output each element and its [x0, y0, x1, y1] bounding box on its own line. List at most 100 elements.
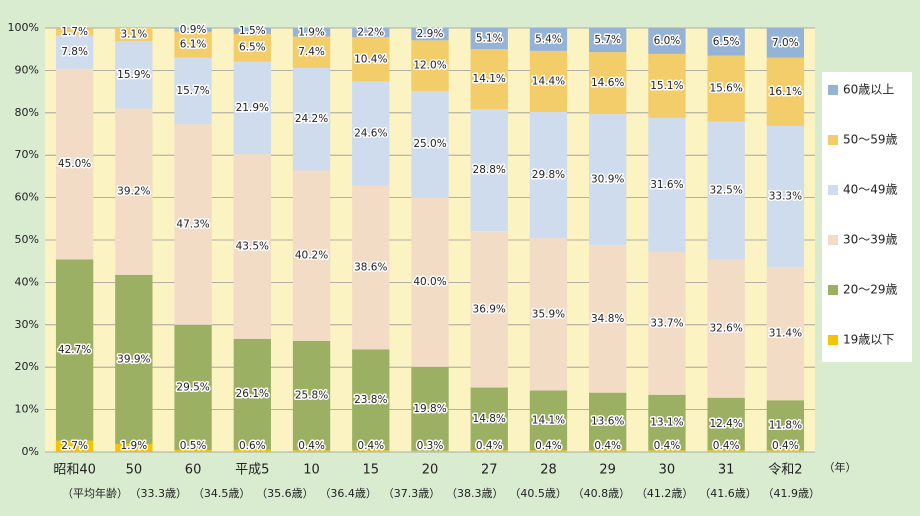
legend-label: 19歳以下: [843, 333, 894, 347]
bar-segment: [470, 27, 508, 50]
x-tick-label: 50: [126, 463, 143, 478]
value-label: 6.5%: [713, 36, 740, 48]
value-label: 1.9%: [298, 26, 325, 38]
value-label: 31.4%: [769, 328, 802, 340]
value-label: 33.3%: [769, 191, 802, 203]
value-label: 12.4%: [709, 418, 742, 430]
bar-segment: [707, 121, 745, 260]
age-label: （41.6歳）: [699, 487, 757, 500]
x-tick-label: 29: [599, 463, 616, 478]
value-label: 23.8%: [354, 394, 387, 406]
value-label: 38.6%: [354, 262, 387, 274]
bar-segment: [707, 450, 745, 452]
bar-segment: [174, 124, 212, 325]
value-label: 0.4%: [594, 440, 621, 452]
legend-swatch: [828, 135, 838, 145]
bar-segment: [529, 238, 568, 391]
bar-segment: [648, 450, 686, 452]
legend-label: 50～59歳: [843, 133, 898, 147]
bar-segment: [707, 397, 745, 451]
bar-segment: [411, 450, 449, 452]
x-tick-label: 20: [422, 463, 439, 478]
bar-segment: [174, 449, 212, 452]
bar-segment: [233, 33, 271, 62]
bar-segment: [470, 49, 508, 109]
age-label: （40.8歳）: [573, 487, 631, 500]
x-tick-label: 60: [185, 463, 202, 478]
y-tick-label: 70%: [15, 148, 39, 161]
bar-segment: [292, 450, 331, 452]
bar-segment: [55, 440, 94, 452]
bar-segment: [352, 37, 390, 82]
x-unit: （年）: [824, 460, 857, 474]
value-label: 39.9%: [117, 353, 150, 365]
x-tick-label: 10: [303, 463, 320, 478]
value-label: 2.7%: [61, 440, 88, 452]
y-tick-label: 20%: [15, 360, 39, 373]
bar-segment: [589, 52, 627, 115]
value-label: 0.4%: [535, 440, 562, 452]
value-label: 0.9%: [180, 24, 207, 36]
value-label: 33.7%: [650, 317, 683, 329]
value-label: 25.0%: [413, 138, 446, 150]
age-label: （33.3歳）: [130, 487, 188, 500]
bar-segment: [411, 197, 449, 367]
legend-label: 20～29歳: [843, 283, 898, 297]
bar-segment: [589, 245, 627, 393]
bar-segment: [529, 111, 568, 239]
bar-segment: [115, 274, 153, 444]
value-label: 45.0%: [58, 158, 91, 170]
value-label: 13.1%: [650, 417, 683, 429]
value-label: 30.9%: [591, 174, 624, 186]
value-label: 5.4%: [535, 33, 562, 45]
value-label: 15.6%: [709, 83, 742, 95]
value-label: 7.8%: [61, 46, 88, 58]
legend-swatch: [828, 85, 838, 95]
bar-segment: [352, 81, 390, 186]
age-label: （41.9歳）: [763, 487, 821, 500]
bar-segment: [470, 450, 508, 452]
bar-segment: [648, 53, 686, 118]
value-label: 24.6%: [354, 128, 387, 140]
bar-segment: [233, 154, 271, 339]
y-tick-label: 10%: [15, 403, 39, 416]
value-label: 7.4%: [298, 46, 325, 58]
bar-segment: [115, 108, 153, 275]
value-label: 24.2%: [295, 113, 328, 125]
x-tick-label: 27: [481, 463, 498, 478]
value-label: 0.6%: [239, 440, 266, 452]
value-label: 0.4%: [713, 440, 740, 452]
value-label: 3.1%: [121, 29, 148, 41]
x-tick-label: 31: [718, 463, 735, 478]
bar-segment: [115, 28, 153, 42]
value-label: 15.1%: [650, 80, 683, 92]
value-label: 2.9%: [417, 28, 444, 40]
value-label: 0.4%: [772, 440, 799, 452]
bar-segment: [707, 55, 745, 122]
bar-segment: [648, 394, 686, 451]
y-tick-label: 100%: [8, 21, 39, 34]
bar-segment: [174, 31, 212, 58]
x-tick-label: 昭和40: [53, 463, 96, 478]
bar-segment: [233, 27, 271, 34]
bar-segment: [470, 108, 508, 232]
bar-segment: [352, 28, 390, 38]
value-label: 5.1%: [476, 32, 503, 44]
value-label: 7.0%: [772, 37, 799, 49]
legend-box: [822, 72, 912, 362]
value-label: 1.7%: [61, 26, 88, 38]
value-label: 6.1%: [180, 39, 207, 51]
age-label: （41.2歳）: [636, 487, 694, 500]
age-label: （35.6歳）: [256, 487, 314, 500]
bar-segment: [470, 387, 508, 451]
bar-segment: [648, 117, 686, 252]
value-label: 14.8%: [473, 413, 506, 425]
age-label: （37.3歳）: [383, 487, 441, 500]
value-label: 1.5%: [239, 25, 266, 37]
value-label: 16.1%: [769, 86, 802, 98]
value-label: 40.0%: [413, 276, 446, 288]
value-label: 39.2%: [117, 186, 150, 198]
value-label: 28.8%: [473, 164, 506, 176]
age-label: （34.5歳）: [193, 487, 251, 500]
value-label: 6.0%: [654, 35, 681, 47]
